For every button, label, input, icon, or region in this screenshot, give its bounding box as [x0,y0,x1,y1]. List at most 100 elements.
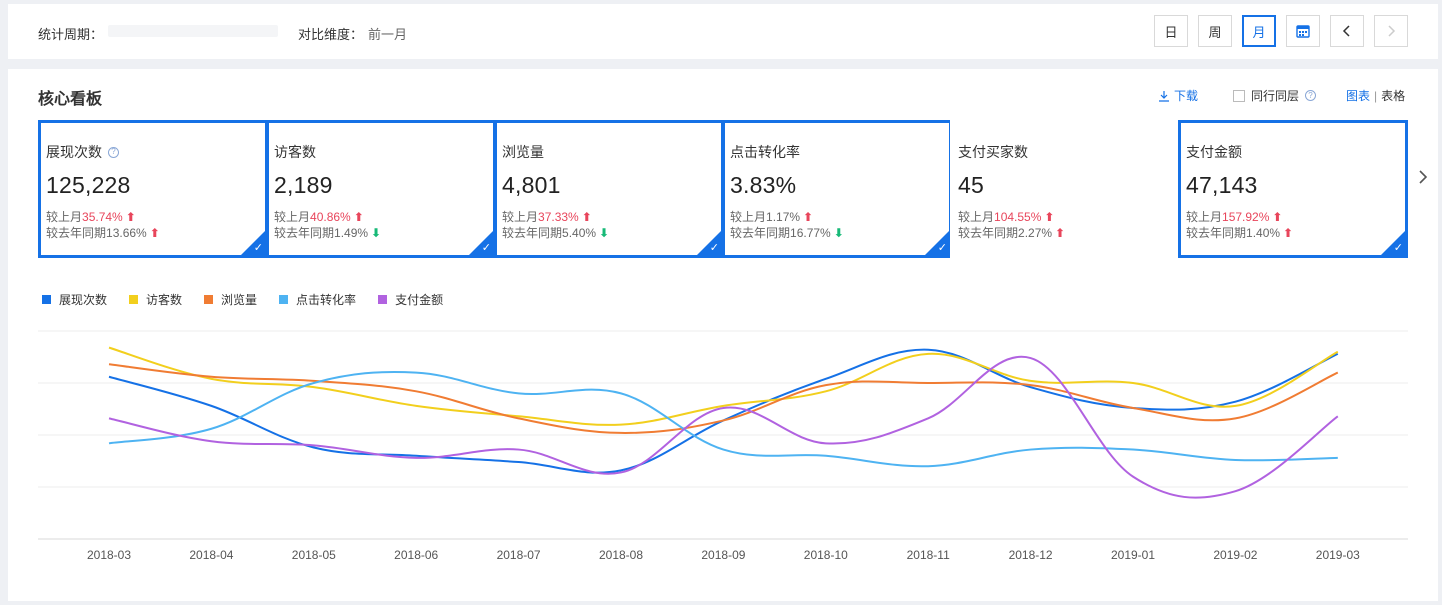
peer-compare-toggle[interactable]: 同行同层 ? [1233,87,1317,104]
arrow-up-icon: ⬆ [149,226,160,240]
metric-compare: 较上月104.55% ⬆ 较去年同期2.27% ⬆ [958,209,1180,241]
view-table-toggle[interactable]: 表格 [1381,89,1406,103]
yoy-value: 16.77% [790,226,831,240]
yoy-value: 1.49% [334,226,369,240]
check-icon: ✓ [253,242,263,254]
x-tick-label: 2018-08 [599,548,643,562]
top-filter-bar: 统计周期： 对比维度： 前一月 日 周 月 [8,4,1438,59]
series-line-2[interactable] [108,363,1339,434]
arrow-up-icon: ⬆ [1044,210,1055,224]
check-icon: ✓ [1393,242,1403,254]
check-icon: ✓ [481,242,491,254]
selected-corner [925,231,949,255]
cards-next-button[interactable] [1418,169,1428,190]
x-tick-label: 2019-02 [1213,548,1257,562]
metric-name: 点击转化率 [730,144,800,160]
view-separator: | [1374,89,1378,103]
month-button[interactable]: 月 [1242,15,1276,47]
legend-item-payment-amount[interactable]: 支付金额 [378,291,443,308]
legend-label: 浏览量 [221,293,258,307]
yoy-value: 5.40% [562,226,597,240]
metric-card-impressions[interactable]: 展现次数? 125,228 较上月35.74% ⬆ 较去年同期13.66% ⬆ ✓ [38,120,268,258]
mom-value: 1.17% [766,210,801,224]
metric-compare: 较上月40.86% ⬆ 较去年同期1.49% ⬇ [274,209,493,241]
legend-swatch [129,295,139,304]
next-period-button[interactable] [1374,15,1408,47]
arrow-down-icon: ⬇ [371,226,382,240]
selected-corner [1381,231,1405,255]
metric-value: 47,143 [1186,172,1258,198]
calendar-icon [1296,25,1310,38]
x-tick-label: 2018-07 [497,548,541,562]
yoy-label: 较去年同期 [1186,226,1247,240]
help-icon[interactable]: ? [1305,90,1317,101]
period-value-blurred [108,25,278,37]
series-line-4[interactable] [108,355,1339,499]
chevron-left-icon [1342,25,1350,37]
legend-item-visitors[interactable]: 访客数 [129,291,182,308]
yoy-label: 较去年同期 [730,226,791,240]
legend-item-click-conversion[interactable]: 点击转化率 [279,291,356,308]
core-dashboard-panel: 核心看板 下载 同行同层 ? 图表 | 表格 展现次数? 125,228 较上月35… [8,69,1438,601]
metric-name: 浏览量 [502,144,544,160]
mom-value: 104.55% [994,210,1042,224]
x-tick-label: 2018-12 [1009,548,1053,562]
legend-label: 访客数 [146,293,183,307]
mom-label: 较上月 [958,210,995,224]
day-button[interactable]: 日 [1154,15,1188,47]
metric-compare: 较上月37.33% ⬆ 较去年同期5.40% ⬇ [502,209,721,241]
metric-name: 支付买家数 [958,144,1028,160]
metric-compare: 较上月1.17% ⬆ 较去年同期16.77% ⬇ [730,209,949,241]
arrow-up-icon: ⬆ [1272,210,1283,224]
arrow-up-icon: ⬆ [1055,226,1066,240]
view-chart-toggle[interactable]: 图表 [1346,89,1371,103]
x-tick-label: 2018-10 [804,548,848,562]
legend-label: 点击转化率 [296,293,357,307]
metric-name: 展现次数 [46,144,102,160]
metric-card-payment-amount[interactable]: 支付金额 47,143 较上月157.92% ⬆ 较去年同期1.40% ⬆ ✓ [1178,120,1408,258]
download-link[interactable]: 下载 [1158,87,1198,104]
view-toggle: 图表 | 表格 [1346,87,1405,104]
mom-label: 较上月 [502,210,539,224]
prev-period-button[interactable] [1330,15,1364,47]
arrow-up-icon: ⬆ [803,210,814,224]
series-line-3[interactable] [108,371,1338,468]
legend-swatch [42,295,51,304]
legend-swatch [279,295,289,304]
mom-label: 较上月 [730,210,767,224]
arrow-up-icon: ⬆ [581,210,592,224]
metric-name: 支付金额 [1186,144,1242,160]
legend-item-impressions[interactable]: 展现次数 [42,291,107,308]
x-tick-label: 2019-03 [1316,548,1360,562]
mom-value: 157.92% [1222,210,1270,224]
metric-compare: 较上月157.92% ⬆ 较去年同期1.40% ⬆ [1186,209,1405,241]
selected-corner [697,231,721,255]
download-icon [1159,90,1169,102]
legend-item-pageviews[interactable]: 浏览量 [204,291,257,308]
legend-swatch [204,295,214,304]
week-button[interactable]: 周 [1198,15,1232,47]
x-tick-label: 2018-04 [189,548,233,562]
mom-label: 较上月 [46,210,83,224]
selected-corner [241,231,265,255]
arrow-up-icon: ⬆ [125,210,136,224]
metric-value: 45 [958,172,984,198]
metric-card-paying-buyers[interactable]: 支付买家数 45 较上月104.55% ⬆ 较去年同期2.27% ⬆ [950,120,1180,258]
metric-card-visitors[interactable]: 访客数 2,189 较上月40.86% ⬆ 较去年同期1.49% ⬇ ✓ [266,120,496,258]
compare-value[interactable]: 前一月 [368,27,408,42]
help-icon[interactable]: ? [108,146,119,158]
yoy-label: 较去年同期 [502,226,563,240]
metric-card-click-conversion[interactable]: 点击转化率 3.83% 较上月1.17% ⬆ 较去年同期16.77% ⬇ ✓ [722,120,952,258]
metric-card-pageviews[interactable]: 浏览量 4,801 较上月37.33% ⬆ 较去年同期5.40% ⬇ ✓ [494,120,724,258]
metric-value: 125,228 [46,172,131,198]
yoy-label: 较去年同期 [958,226,1019,240]
x-tick-label: 2019-01 [1111,548,1155,562]
chevron-right-icon [1388,25,1396,37]
calendar-button[interactable] [1286,15,1320,47]
series-line-1[interactable] [108,346,1339,426]
compare-label: 对比维度： [298,27,364,42]
mom-value: 35.74% [82,210,123,224]
arrow-down-icon: ⬇ [833,226,844,240]
mom-label: 较上月 [1186,210,1223,224]
peer-checkbox[interactable] [1233,89,1245,102]
